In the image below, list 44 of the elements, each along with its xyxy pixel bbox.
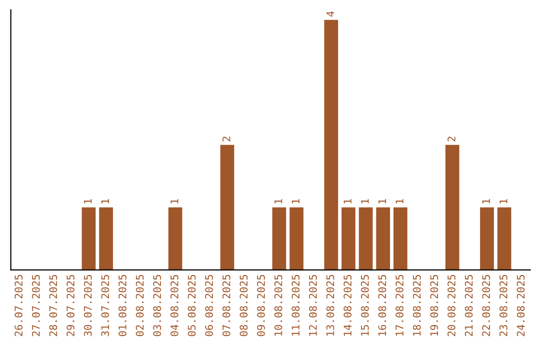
x-tick-label: 24.08.2025	[516, 274, 525, 336]
data-label: 2	[222, 136, 230, 142]
x-tick-label: 08.08.2025	[240, 274, 248, 336]
x-tick-label: 11.08.2025	[292, 274, 300, 336]
x-tick-label: 07.08.2025	[222, 274, 230, 336]
x-tick-label: 02.08.2025	[136, 274, 144, 336]
data-label: 2	[448, 136, 456, 142]
data-label: 1	[378, 199, 386, 204]
data-label: 1	[101, 199, 109, 204]
x-tick-label: 10.08.2025	[274, 274, 282, 336]
x-tick-label: 16.08.2025	[378, 274, 386, 336]
x-tick-label: 03.08.2025	[153, 274, 162, 336]
x-tick-label: 31.07.2025	[101, 274, 110, 336]
x-tick-label: 09.08.2025	[257, 274, 265, 336]
x-tick-label: 20.08.2025	[448, 274, 456, 336]
data-label: 1	[292, 199, 300, 204]
x-tick-label: 14.08.2025	[344, 274, 352, 336]
x-tick-label: 28.07.2025	[49, 274, 58, 336]
data-label: 1	[361, 199, 369, 204]
x-tick-label: 27.07.2025	[32, 274, 40, 336]
x-tick-label: 22.08.2025	[482, 274, 490, 336]
x-tick-label: 15.08.2025	[360, 274, 369, 336]
x-tick-label: 13.08.2025	[326, 274, 334, 336]
data-label: 1	[84, 199, 92, 204]
x-tick-label: 19.08.2025	[430, 274, 438, 336]
x-tick-label: 05.08.2025	[188, 274, 196, 336]
x-tick-label: 29.07.2025	[66, 274, 74, 336]
x-tick-label: 17.08.2025	[396, 274, 404, 336]
x-tick-label: 21.08.2025	[464, 274, 473, 336]
data-label: 1	[396, 199, 404, 204]
data-label: 1	[274, 199, 282, 204]
x-tick-label: 06.08.2025	[205, 274, 213, 336]
data-label: 1	[344, 199, 352, 204]
x-tick-label: 12.08.2025	[309, 274, 317, 336]
x-tick-label: 01.08.2025	[118, 274, 126, 336]
x-tick-label: 30.07.2025	[84, 274, 92, 336]
x-tick-label: 26.07.2025	[14, 274, 23, 336]
data-label: 4	[326, 11, 334, 17]
x-tick-label: 04.08.2025	[170, 274, 178, 336]
data-label: 1	[170, 199, 178, 204]
x-tick-label: 23.08.2025	[499, 274, 508, 336]
data-label: 1	[482, 199, 490, 204]
x-tick-label: 18.08.2025	[412, 274, 421, 336]
data-label: 1	[500, 199, 508, 204]
